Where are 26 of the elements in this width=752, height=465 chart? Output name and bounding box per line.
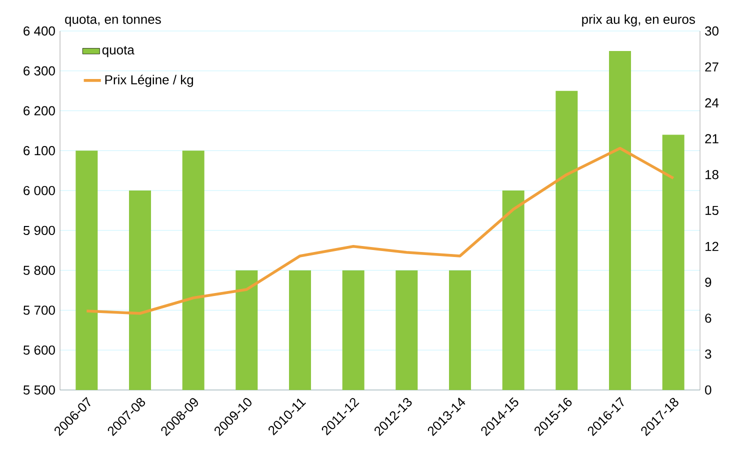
y2-tick-label: 9	[705, 278, 712, 287]
y-axis-title: quota, en tonnes	[65, 15, 161, 26]
y-tick-label: 6 400	[24, 26, 55, 36]
y2-tick-label: 6	[705, 314, 712, 323]
y2-tick-label: 15	[706, 206, 718, 216]
y-tick-label: 5 500	[23, 385, 55, 395]
y2-tick-label: 30	[705, 26, 718, 36]
y2-tick-label: 24	[705, 98, 719, 108]
y-tick-label: 6 000	[24, 186, 55, 196]
line-series	[85, 146, 675, 315]
y2-axis-title: prix au kg, en euros	[582, 14, 695, 26]
y-tick-label: 6 300	[24, 66, 55, 76]
y2-tick-label: 0	[705, 385, 712, 395]
y-tick-label: 5 600	[23, 345, 55, 355]
y-tick-label: 5 800	[23, 266, 55, 275]
y-tick-label: 5 700	[23, 306, 55, 315]
y-tick-label: 6 100	[24, 146, 55, 156]
y2-tick-label: 18	[706, 170, 718, 180]
y2-tick-label: 27	[705, 62, 718, 72]
legend-label: Prix Légine / kg	[105, 74, 194, 87]
y2-tick-label: 12	[706, 242, 718, 251]
y-tick-label: 5 900	[23, 226, 55, 236]
y2-tick-label: 21	[705, 134, 718, 144]
legend-label: quota	[102, 46, 134, 58]
y2-tick-label: 3	[705, 349, 712, 359]
y-tick-label: 6 200	[24, 106, 55, 116]
